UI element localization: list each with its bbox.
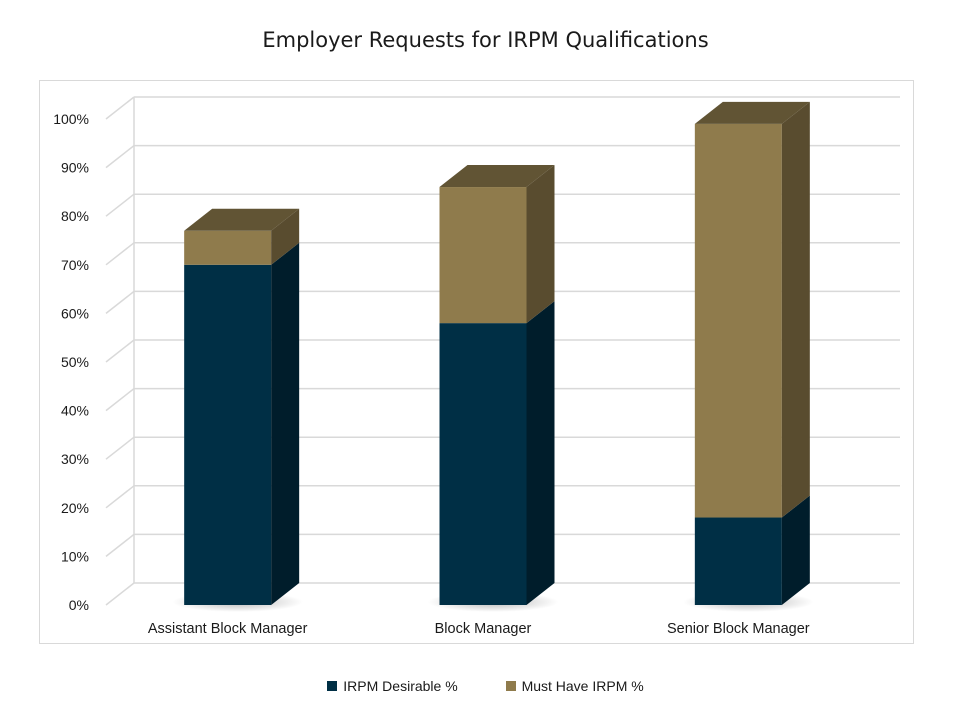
gridline-side <box>105 339 135 363</box>
bars <box>172 101 814 612</box>
bar-side-1-series-1 <box>526 165 555 324</box>
plot-area-border <box>39 80 914 644</box>
legend-item-irpm-desirable: IRPM Desirable % <box>327 678 458 694</box>
y-tick-label: 70% <box>61 257 89 273</box>
bar-1-series-0 <box>439 323 527 605</box>
gridline-side <box>105 485 135 509</box>
gridline-side <box>105 582 135 606</box>
legend-swatch-must-have-irpm <box>505 681 516 691</box>
y-tick-label: 10% <box>61 548 89 564</box>
y-tick-label: 50% <box>61 354 89 370</box>
gridline-side <box>105 242 135 266</box>
bar-2-series-0 <box>694 517 782 605</box>
y-tick-label: 60% <box>61 305 89 321</box>
y-tick-label: 30% <box>61 451 89 467</box>
bar-top-0 <box>184 208 300 231</box>
gridline-side <box>105 388 135 412</box>
gridline-side <box>105 290 135 314</box>
bar-top-1 <box>439 165 555 188</box>
x-axis-category-labels: Assistant Block Manager Block Manager Seni… <box>148 621 810 637</box>
bar-top-2 <box>694 101 810 124</box>
x-category-label: Assistant Block Manager <box>148 621 308 637</box>
y-tick-label: 0% <box>69 597 89 613</box>
y-tick-label: 20% <box>61 500 89 516</box>
y-tick-label: 40% <box>61 403 89 419</box>
legend-label-must-have-irpm: Must Have IRPM % <box>521 678 644 694</box>
gridline-side <box>105 436 135 460</box>
bar-side-1-series-0 <box>526 301 555 605</box>
bar-0-series-1 <box>184 230 272 265</box>
gridline-side <box>105 145 135 169</box>
legend-swatch-irpm-desirable <box>327 681 338 691</box>
y-tick-label: 100% <box>53 111 89 127</box>
bar-side-2-series-1 <box>781 101 810 518</box>
gridline-side <box>105 96 135 120</box>
x-category-label: Block Manager <box>435 621 532 637</box>
y-tick-label: 90% <box>61 160 89 176</box>
bar-side-2-series-0 <box>781 495 810 605</box>
bar-1-series-1 <box>439 187 527 324</box>
bar-2-series-1 <box>694 123 782 518</box>
y-axis-tick-labels: 0% 10% 20% 30% 40% 50% 60% 70% 80% 90% 100% <box>53 111 89 613</box>
bar-0-series-0 <box>184 264 272 605</box>
y-tick-label: 80% <box>61 208 89 224</box>
bar-side-0-series-1 <box>271 208 300 265</box>
legend: IRPM Desirable % Must Have IRPM % <box>0 678 971 694</box>
bar-side-0-series-0 <box>271 242 300 606</box>
x-category-label: Senior Block Manager <box>667 621 810 637</box>
chart-title: Employer Requests for IRPM Qualification… <box>262 28 709 52</box>
gridline-side <box>105 193 135 217</box>
legend-item-must-have-irpm: Must Have IRPM % <box>505 678 644 694</box>
legend-label-irpm-desirable: IRPM Desirable % <box>343 678 458 694</box>
gridline-side <box>105 533 135 557</box>
